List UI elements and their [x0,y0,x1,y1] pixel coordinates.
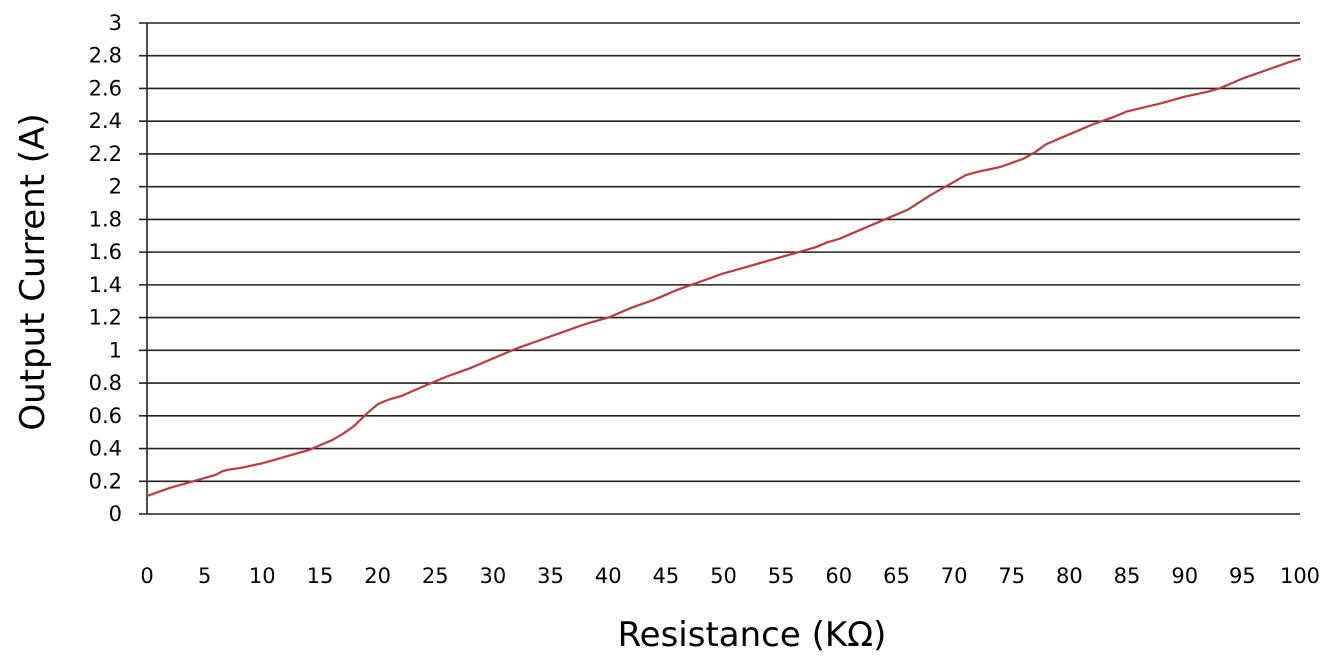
x-tick-label: 20 [364,564,391,588]
x-tick-label: 0 [140,564,153,588]
y-tick-label: 0.4 [89,437,122,461]
x-tick-label: 75 [998,564,1025,588]
x-tick-label: 70 [941,564,968,588]
x-tick-label: 65 [883,564,910,588]
y-tick-label: 2.2 [89,142,122,166]
x-tick-labels: 0 5 10 15 20 25 30 35 40 45 50 55 60 65 70 75 80 85 90 95 10… [140,564,1320,588]
y-tick-label: 2.6 [89,76,122,100]
x-tick-label: 50 [710,564,737,588]
series-line-0 [145,57,1302,498]
x-tick-label: 90 [1171,564,1198,588]
y-tick-label: 0.6 [89,404,122,428]
x-tick-label: 55 [768,564,795,588]
y-tick-label: 1.6 [89,240,122,264]
x-tick-label: 15 [307,564,334,588]
y-tick-label: 0.8 [89,371,122,395]
y-tick-label: 1.2 [89,306,122,330]
x-tick-label: 80 [1056,564,1083,588]
gridlines [139,22,1300,515]
x-tick-label: 35 [537,564,564,588]
series-lines [145,57,1302,498]
y-tick-label: 2.4 [89,109,122,133]
y-tick-label: 1.4 [89,273,122,297]
x-tick-label: 25 [422,564,449,588]
y-tick-label: 1 [109,338,122,362]
y-tick-labels: 0 0.2 0.4 0.6 0.8 1 1.2 1.4 1.6 1.8 2 2.2 2.4 2.6 2.8 3 [89,11,122,526]
x-tick-label: 5 [198,564,211,588]
x-tick-label: 10 [249,564,276,588]
x-tick-label: 30 [480,564,507,588]
x-tick-label: 100 [1280,564,1320,588]
x-tick-label: 95 [1229,564,1256,588]
y-tick-label: 0 [109,502,122,526]
y-axis-title: Output Current (A) [13,113,53,430]
y-tick-label: 1.8 [89,207,122,231]
x-tick-label: 40 [595,564,622,588]
x-tick-label: 85 [1114,564,1141,588]
x-tick-label: 45 [652,564,679,588]
y-tick-label: 2 [109,175,122,199]
x-tick-label: 60 [825,564,852,588]
y-tick-label: 3 [109,11,122,35]
y-tick-label: 0.2 [89,469,122,493]
y-tick-label: 2.8 [89,44,122,68]
x-axis-title: Resistance (KΩ) [618,615,887,654]
